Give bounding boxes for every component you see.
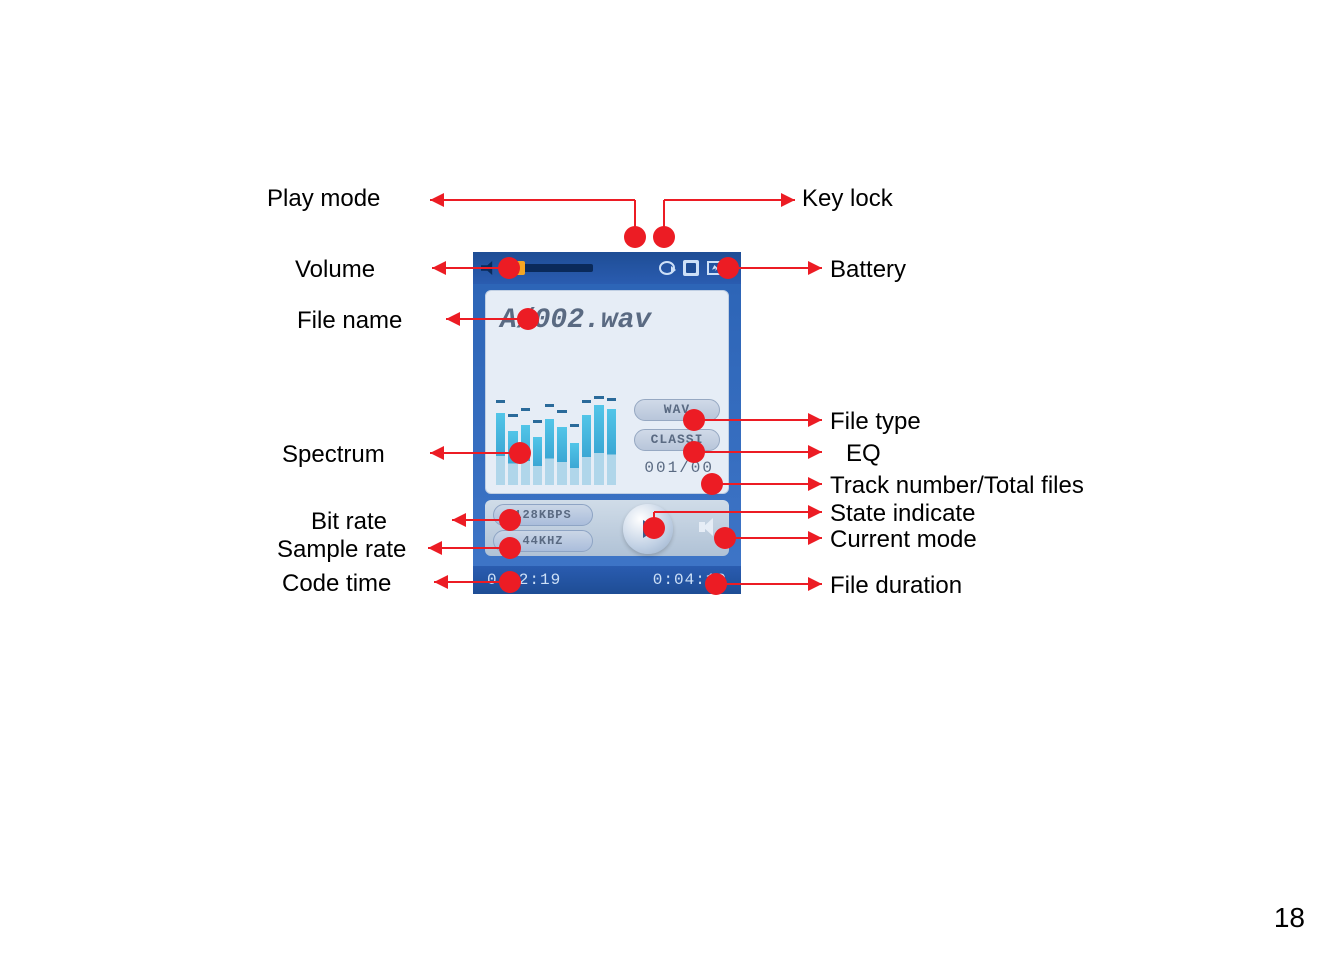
label-file-name: File name	[297, 307, 402, 335]
file-type-badge: WAV	[634, 399, 720, 421]
loop-icon	[659, 261, 675, 275]
diagram-canvas: Play mode Key lock Volume Battery File n…	[0, 0, 1335, 954]
label-file-duration: File duration	[830, 572, 962, 600]
spectrum-analyzer	[496, 399, 616, 485]
eq-badge: CLASSI	[634, 429, 720, 451]
label-state-indicate: State indicate	[830, 500, 975, 528]
device-bottom-panel: 128KBPS 44KHZ	[485, 500, 729, 556]
track-counter: 001/00	[644, 459, 714, 477]
lock-icon	[683, 260, 699, 276]
label-eq: EQ	[846, 440, 881, 468]
label-current-mode: Current mode	[830, 526, 977, 554]
label-spectrum: Spectrum	[282, 441, 385, 469]
label-bit-rate: Bit rate	[311, 508, 387, 536]
label-play-mode: Play mode	[267, 185, 380, 213]
page-number: 18	[1274, 902, 1305, 934]
label-track-number: Track number/Total files	[830, 472, 1084, 500]
label-sample-rate: Sample rate	[277, 536, 406, 564]
label-key-lock: Key lock	[802, 185, 893, 213]
label-battery: Battery	[830, 256, 906, 284]
label-file-type: File type	[830, 408, 921, 436]
label-volume: Volume	[295, 256, 375, 284]
label-code-time: Code time	[282, 570, 391, 598]
